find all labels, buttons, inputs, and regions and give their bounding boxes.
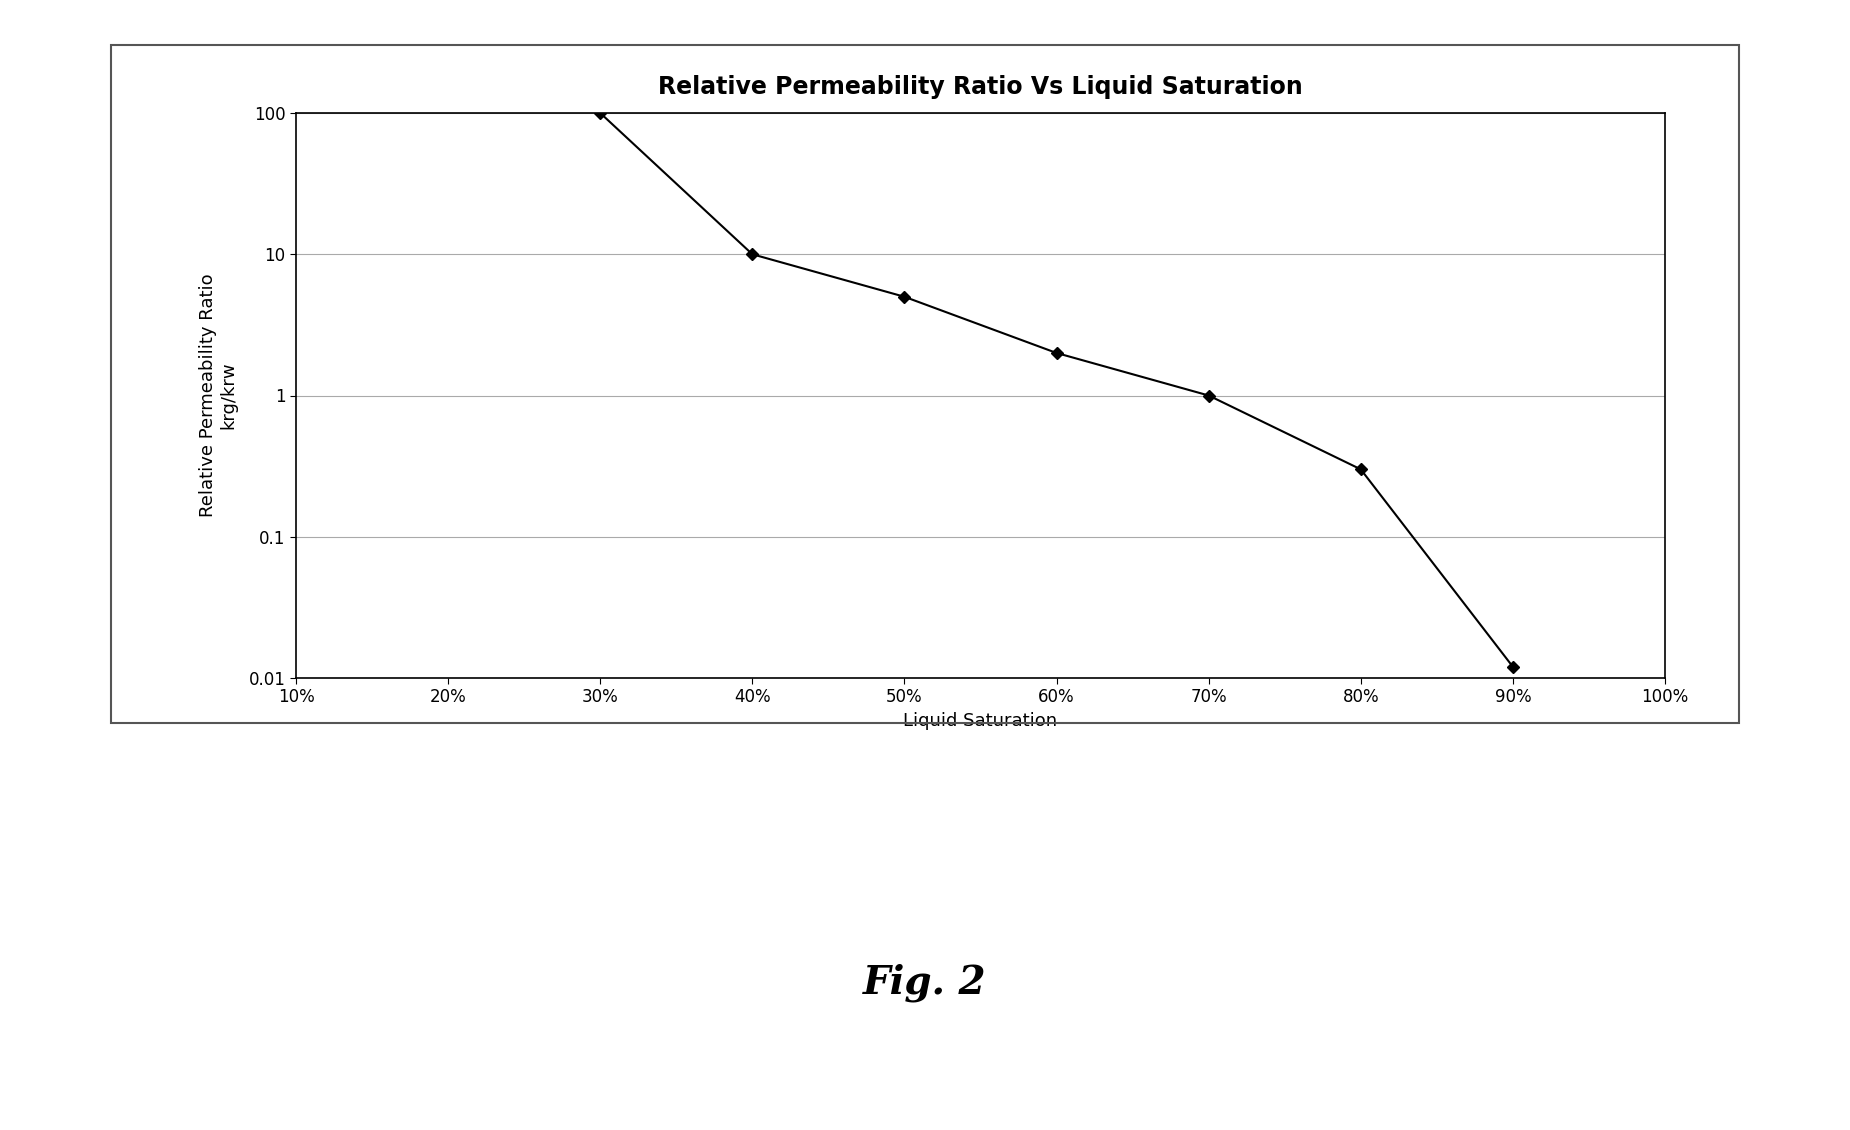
Text: Fig. 2: Fig. 2 xyxy=(864,964,986,1002)
Y-axis label: Relative Permeability Ratio
krg/krw: Relative Permeability Ratio krg/krw xyxy=(198,273,237,518)
X-axis label: Liquid Saturation: Liquid Saturation xyxy=(903,712,1058,730)
Title: Relative Permeability Ratio Vs Liquid Saturation: Relative Permeability Ratio Vs Liquid Sa… xyxy=(659,75,1302,98)
